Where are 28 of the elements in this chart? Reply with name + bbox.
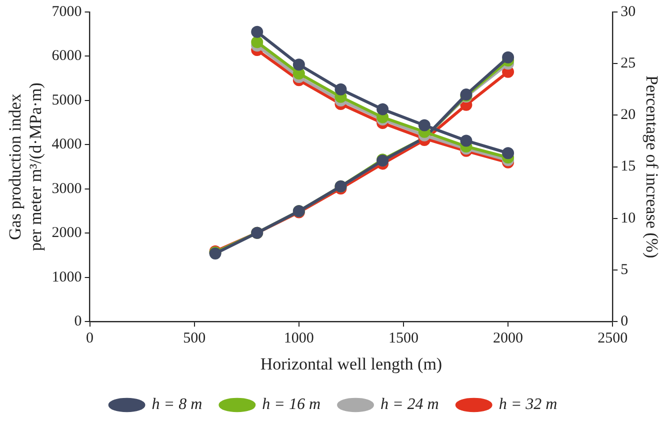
- x-tick-label: 1500: [388, 330, 418, 347]
- legend-label: h = 32 m: [498, 396, 558, 414]
- y-tick-label: 5000: [52, 92, 82, 108]
- y-tick-label: 4000: [52, 136, 82, 153]
- legend-label: h = 8 m: [152, 396, 202, 414]
- y-axis-title: Gas production index per meter m³/(d·MPa·m): [6, 82, 46, 252]
- y-tick-label: 1000: [52, 269, 82, 286]
- legend-label: h = 16 m: [262, 396, 321, 414]
- y-tick-label: 6000: [52, 48, 82, 64]
- y2-tick-label: 20: [620, 107, 636, 124]
- x-axis-title: Horizontal well length (m): [260, 354, 442, 374]
- y2-tick-label: 0: [620, 314, 628, 330]
- x-tick-label: 2500: [598, 330, 628, 347]
- x-tick-label: 1000: [284, 330, 314, 347]
- legend-label: h = 24 m: [380, 396, 439, 414]
- y2-tick-label: 10: [620, 210, 636, 226]
- y-tick-label: 0: [74, 314, 82, 330]
- y-tick-label: 7000: [52, 4, 82, 20]
- y2-tick-label: 5: [620, 262, 628, 278]
- x-tick-label: 500: [183, 330, 206, 347]
- y-tick-label: 3000: [52, 180, 82, 197]
- y-tick-label: 2000: [52, 225, 82, 242]
- y2-tick-label: 25: [620, 56, 636, 72]
- x-tick-label: 0: [86, 330, 94, 347]
- y2-tick-label: 15: [620, 158, 636, 175]
- y2-tick-label: 30: [620, 4, 636, 20]
- x-tick-label: 2000: [493, 330, 524, 347]
- y2-axis-title: Percentage of increase (%): [642, 75, 662, 258]
